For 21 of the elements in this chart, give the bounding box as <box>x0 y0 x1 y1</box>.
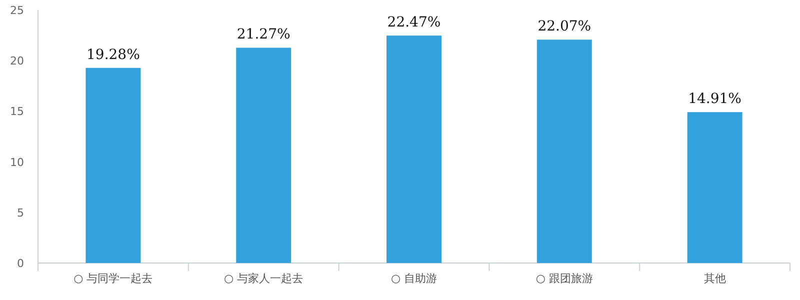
bar <box>687 112 742 263</box>
bar <box>86 68 141 263</box>
y-tick-label: 20 <box>10 54 24 68</box>
data-label: 22.07% <box>538 18 592 35</box>
y-tick-label: 0 <box>17 257 24 270</box>
x-tick-label: ○ 自助游 <box>390 272 438 285</box>
data-label: 22.47% <box>387 14 441 31</box>
data-label: 14.91% <box>688 91 742 108</box>
data-label: 19.28% <box>86 46 140 63</box>
y-tick-label: 15 <box>10 105 24 118</box>
x-tick-label: ○ 与同学一起去 <box>74 272 153 285</box>
x-tick-label: ○ 跟团旅游 <box>536 272 593 285</box>
bar <box>236 48 292 263</box>
bar <box>536 40 592 263</box>
y-tick-label: 10 <box>10 156 24 169</box>
x-tick-label: 其他 <box>704 272 726 285</box>
y-tick-label: 25 <box>10 4 24 17</box>
bar <box>386 36 442 263</box>
x-tick-label: ○ 与家人一起去 <box>224 272 304 285</box>
y-tick-label: 5 <box>17 206 24 220</box>
data-label: 21.27% <box>236 26 290 43</box>
